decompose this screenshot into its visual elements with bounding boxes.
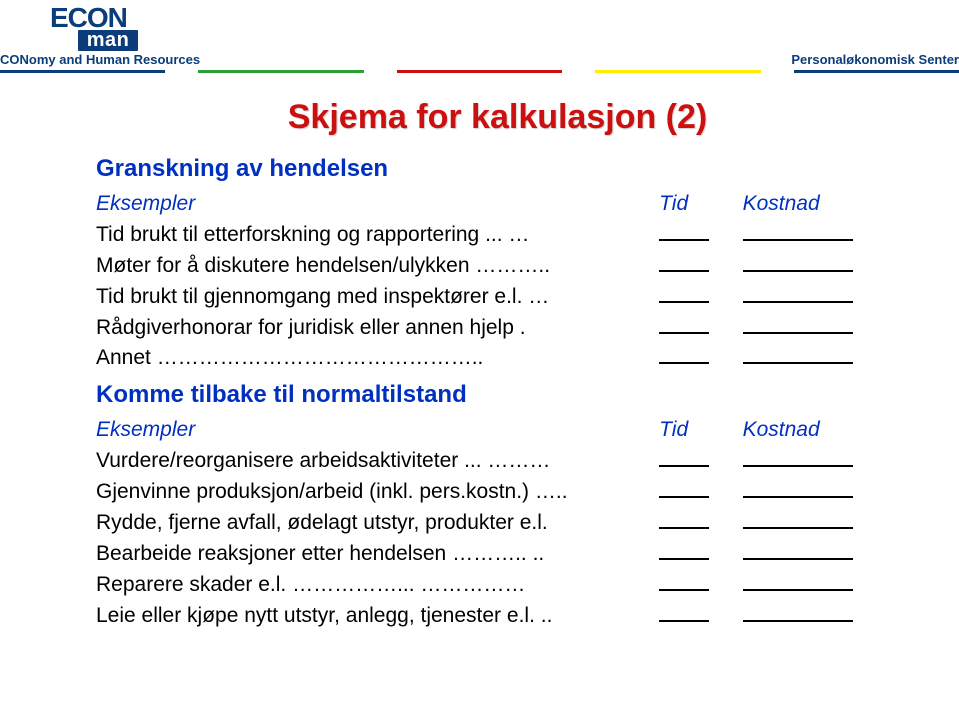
- section1-cost-blank: [743, 250, 899, 281]
- divider-segment: [562, 70, 595, 73]
- section2-cost-blank: [743, 538, 899, 569]
- logo: ECON man: [50, 5, 138, 51]
- section1-cost-label: Kostnad: [743, 189, 899, 219]
- section2-cost-blank: [743, 476, 899, 507]
- logo-man: man: [78, 30, 138, 51]
- section2-row-label: Gjenvinne produksjon/arbeid (inkl. pers.…: [96, 476, 659, 507]
- logo-econ: ECON: [50, 5, 138, 30]
- section2-time-blank: [659, 476, 742, 507]
- section2-time-blank: [659, 507, 742, 538]
- section2-row: Rydde, fjerne avfall, ødelagt utstyr, pr…: [96, 507, 899, 538]
- section1-row: Møter for å diskutere hendelsen/ulykken …: [96, 250, 899, 281]
- section2-row: Gjenvinne produksjon/arbeid (inkl. pers.…: [96, 476, 899, 507]
- section1-cost-blank: [743, 312, 899, 343]
- section1-header-row: Eksempler Tid Kostnad: [96, 189, 899, 219]
- section2-row: Bearbeide reaksjoner etter hendelsen …………: [96, 538, 899, 569]
- section2-cost-blank: [743, 445, 899, 476]
- section2-time-blank: [659, 538, 742, 569]
- header-divider: [0, 70, 959, 73]
- section2-cost-blank: [743, 507, 899, 538]
- section1-heading: Granskning av hendelsen: [96, 155, 899, 183]
- section2-row-label: Reparere skader e.l. ……………... ……………: [96, 569, 659, 600]
- header-subtitle-right: Personaløkonomisk Senter: [791, 52, 959, 67]
- section2-time-blank: [659, 569, 742, 600]
- section1-row-label: Møter for å diskutere hendelsen/ulykken …: [96, 250, 659, 281]
- section2-heading: Komme tilbake til normaltilstand: [96, 381, 899, 409]
- section1-row: Tid brukt til etterforskning og rapporte…: [96, 219, 899, 250]
- section1-row-label: Tid brukt til gjennomgang med inspektøre…: [96, 281, 659, 312]
- section1-row: Tid brukt til gjennomgang med inspektøre…: [96, 281, 899, 312]
- section1-time-blank: [659, 281, 742, 312]
- section2-time-blank: [659, 600, 742, 631]
- section2-row-label: Leie eller kjøpe nytt utstyr, anlegg, tj…: [96, 600, 659, 631]
- section1-row-label: Rådgiverhonorar for juridisk eller annen…: [96, 312, 659, 343]
- header-subtitle-left: CONomy and Human Resources: [0, 52, 200, 67]
- section1-row: Annet ………………………………………..: [96, 343, 899, 374]
- section1-cost-blank: [743, 281, 899, 312]
- page-title: Skjema for kalkulasjon (2): [96, 98, 899, 137]
- section2-examples-label: Eksempler: [96, 415, 659, 445]
- section1-examples-label: Eksempler: [96, 189, 659, 219]
- section2-cost-label: Kostnad: [743, 415, 899, 445]
- section2-time-blank: [659, 445, 742, 476]
- section2-row: Vurdere/reorganisere arbeidsaktiviteter …: [96, 445, 899, 476]
- divider-segment: [397, 70, 562, 73]
- section1-time-blank: [659, 312, 742, 343]
- section1-row-label: Tid brukt til etterforskning og rapporte…: [96, 219, 659, 250]
- section2-row-label: Bearbeide reaksjoner etter hendelsen …………: [96, 538, 659, 569]
- divider-segment: [794, 70, 959, 73]
- section1-cost-blank: [743, 219, 899, 250]
- section2-header-row: Eksempler Tid Kostnad: [96, 415, 899, 445]
- section1-time-blank: [659, 343, 742, 374]
- divider-segment: [595, 70, 760, 73]
- section2-cost-blank: [743, 600, 899, 631]
- section2-row-label: Vurdere/reorganisere arbeidsaktiviteter …: [96, 445, 659, 476]
- section1-time-blank: [659, 219, 742, 250]
- divider-segment: [0, 70, 165, 73]
- section1-table: Eksempler Tid Kostnad Tid brukt til ette…: [96, 189, 899, 373]
- section2-row: Reparere skader e.l. ……………... ……………: [96, 569, 899, 600]
- section2-row-label: Rydde, fjerne avfall, ødelagt utstyr, pr…: [96, 507, 659, 538]
- divider-segment: [165, 70, 198, 73]
- section1-time-blank: [659, 250, 742, 281]
- section2-row: Leie eller kjøpe nytt utstyr, anlegg, tj…: [96, 600, 899, 631]
- section2-cost-blank: [743, 569, 899, 600]
- section2-table: Eksempler Tid Kostnad Vurdere/reorganise…: [96, 415, 899, 630]
- section1-cost-blank: [743, 343, 899, 374]
- section1-row-label: Annet ………………………………………..: [96, 343, 659, 374]
- divider-segment: [364, 70, 397, 73]
- section1-time-label: Tid: [659, 189, 742, 219]
- divider-segment: [761, 70, 794, 73]
- section2-time-label: Tid: [659, 415, 742, 445]
- section1-row: Rådgiverhonorar for juridisk eller annen…: [96, 312, 899, 343]
- divider-segment: [198, 70, 363, 73]
